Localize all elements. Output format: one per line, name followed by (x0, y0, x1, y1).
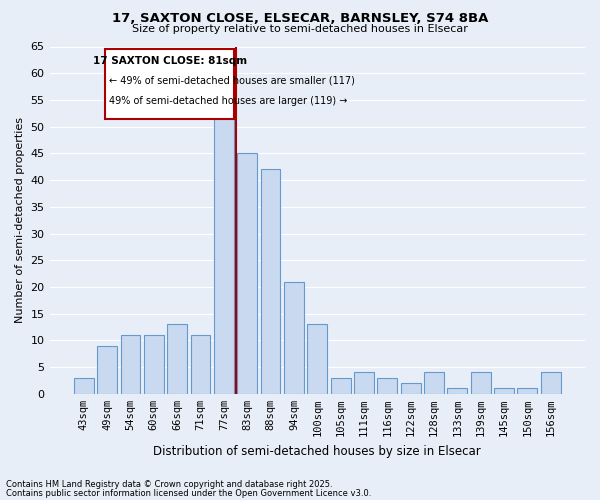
Bar (307, 324, 327, 394)
Bar (214, 116, 234, 394)
Bar (448, 388, 467, 394)
Text: 17, SAXTON CLOSE, ELSECAR, BARNSLEY, S74 8BA: 17, SAXTON CLOSE, ELSECAR, BARNSLEY, S74… (112, 12, 488, 26)
Bar (97, 346, 117, 394)
Bar (354, 372, 374, 394)
Bar (121, 335, 140, 394)
Bar (144, 335, 164, 394)
Text: Contains public sector information licensed under the Open Government Licence v3: Contains public sector information licen… (6, 488, 371, 498)
Bar (105, 49, 235, 118)
Bar (494, 388, 514, 394)
Bar (331, 378, 350, 394)
Bar (424, 372, 444, 394)
Bar (284, 282, 304, 394)
Bar (541, 372, 560, 394)
Y-axis label: Number of semi-detached properties: Number of semi-detached properties (15, 117, 25, 323)
Bar (401, 383, 421, 394)
Bar (260, 170, 280, 394)
Bar (191, 335, 211, 394)
Bar (377, 378, 397, 394)
Text: 49% of semi-detached houses are larger (119) →: 49% of semi-detached houses are larger (… (109, 96, 348, 106)
Bar (74, 378, 94, 394)
Bar (167, 324, 187, 394)
Text: ← 49% of semi-detached houses are smaller (117): ← 49% of semi-detached houses are smalle… (109, 76, 355, 86)
Text: 17 SAXTON CLOSE: 81sqm: 17 SAXTON CLOSE: 81sqm (92, 56, 247, 66)
Bar (517, 388, 538, 394)
X-axis label: Distribution of semi-detached houses by size in Elsecar: Distribution of semi-detached houses by … (154, 444, 481, 458)
Bar (238, 154, 257, 394)
Text: Contains HM Land Registry data © Crown copyright and database right 2025.: Contains HM Land Registry data © Crown c… (6, 480, 332, 489)
Text: Size of property relative to semi-detached houses in Elsecar: Size of property relative to semi-detach… (132, 24, 468, 34)
Bar (471, 372, 491, 394)
